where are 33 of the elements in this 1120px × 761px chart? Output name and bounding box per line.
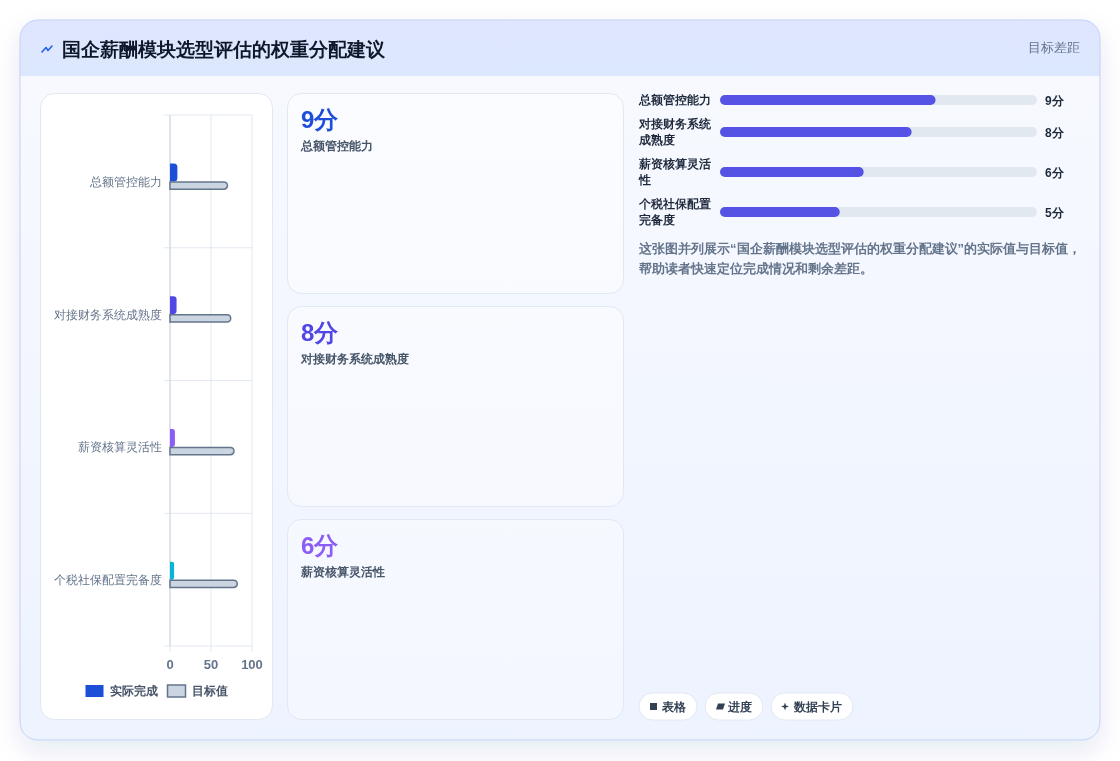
y-tick-label: 个税社保配置完备度 — [54, 573, 162, 588]
text: 表格 — [661, 699, 687, 713]
y-tick-label: 对接财务系统成熟度 — [54, 307, 162, 322]
text: 进度 — [727, 699, 752, 713]
data-label: 9分 — [1045, 93, 1065, 108]
legend-label: 实际完成 — [109, 684, 158, 698]
bar — [170, 561, 175, 580]
y-tick-label: 总额管控能力 — [638, 93, 711, 107]
data-label: 5分 — [1045, 205, 1065, 220]
x-tick-label: 50 — [203, 657, 219, 672]
y-tick-label: 对接财务系统成熟度 — [638, 117, 712, 147]
text: 8分 — [301, 319, 340, 346]
data-label: 8分 — [1045, 125, 1065, 140]
text: 9分 — [301, 106, 340, 133]
x-tick-label: 0 — [166, 657, 174, 672]
y-tick-label: 个税社保配置完备度 — [638, 197, 711, 226]
text: 数据卡片 — [793, 699, 842, 714]
text: 薪资核算灵活性 — [300, 565, 385, 579]
y-tick-label: 薪资核算灵活性 — [78, 440, 162, 455]
bar — [170, 163, 178, 182]
y-tick-label: 薪资核算灵活性 — [638, 157, 711, 186]
text: 目标差距 — [1028, 41, 1080, 55]
legend-label: 目标值 — [191, 684, 228, 698]
bar — [170, 428, 175, 447]
y-tick-label: 总额管控能力 — [89, 174, 162, 189]
text: 对接财务系统成熟度 — [300, 352, 409, 366]
data-label: 6分 — [1045, 165, 1065, 180]
x-tick-label: 100 — [241, 657, 263, 672]
text: 6分 — [301, 532, 340, 559]
text: 总额管控能力 — [300, 139, 373, 153]
bar — [170, 296, 177, 315]
chart-title: 国企薪酬模块选型评估的权重分配建议 — [62, 39, 386, 60]
text: 这张图并列展示“国企薪酬模块选型评估的权重分配建议”的实际值与目标值，帮助读者快速定位完成情况和剩余差距。 — [638, 241, 1081, 276]
